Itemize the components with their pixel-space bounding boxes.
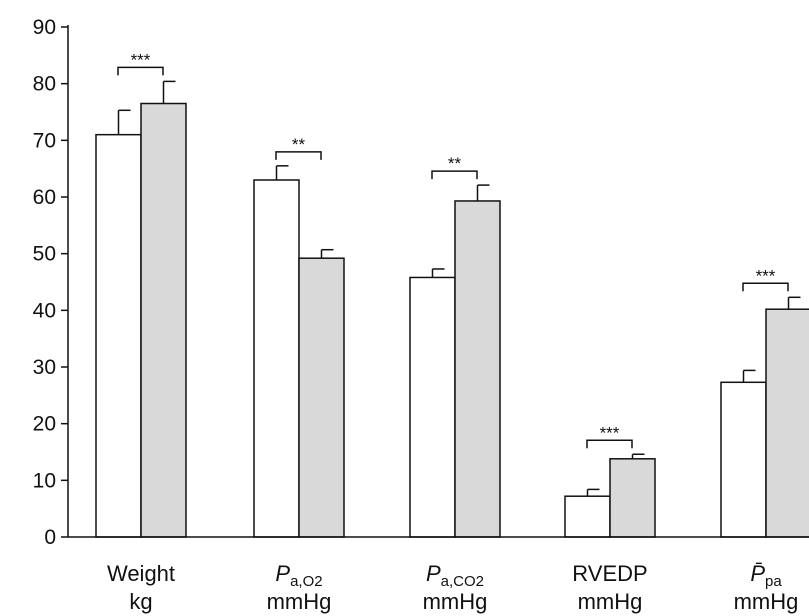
category-label: RVEDP: [572, 561, 647, 586]
category-unit-label: mmHg: [578, 589, 643, 614]
category-label: Pa,O2: [275, 561, 322, 590]
bar: [765, 308, 809, 538]
category-unit-label: kg: [129, 589, 152, 614]
significance-bracket: [431, 170, 478, 180]
significance-bracket: [586, 439, 633, 449]
y-tick-label: 50: [33, 243, 56, 266]
significance-label: ***: [600, 423, 620, 442]
significance-bracket: [275, 151, 322, 160]
y-tick-label: 30: [33, 356, 56, 379]
bar: [564, 495, 611, 538]
bar: [454, 200, 501, 538]
category-unit-label: mmHg: [423, 589, 488, 614]
bar: [253, 179, 300, 538]
y-tick-label: 90: [33, 16, 56, 39]
significance-label: ***: [756, 266, 776, 285]
bar: [140, 102, 187, 538]
y-tick-label: 40: [33, 299, 56, 322]
significance-bracket: [117, 66, 164, 76]
significance-label: **: [448, 154, 462, 173]
bar: [409, 276, 456, 538]
y-tick-label: 0: [44, 526, 56, 549]
significance-bracket: [742, 282, 789, 292]
category-label: P̄pa: [750, 561, 782, 590]
category-label: Pa,CO2: [426, 561, 484, 590]
y-tick-label: 80: [33, 73, 56, 96]
significance-label: **: [292, 135, 306, 154]
category-unit-label: mmHg: [734, 589, 799, 614]
bar: [298, 257, 345, 538]
bar: [95, 133, 142, 538]
y-tick-label: 60: [33, 186, 56, 209]
category-label: Weight: [107, 561, 175, 586]
y-tick-label: 20: [33, 413, 56, 436]
significance-label: ***: [131, 50, 151, 69]
category-unit-label: mmHg: [267, 589, 332, 614]
bar: [720, 381, 767, 538]
bar: [609, 458, 656, 538]
y-tick-label: 70: [33, 129, 56, 152]
y-tick-label: 10: [33, 469, 56, 492]
